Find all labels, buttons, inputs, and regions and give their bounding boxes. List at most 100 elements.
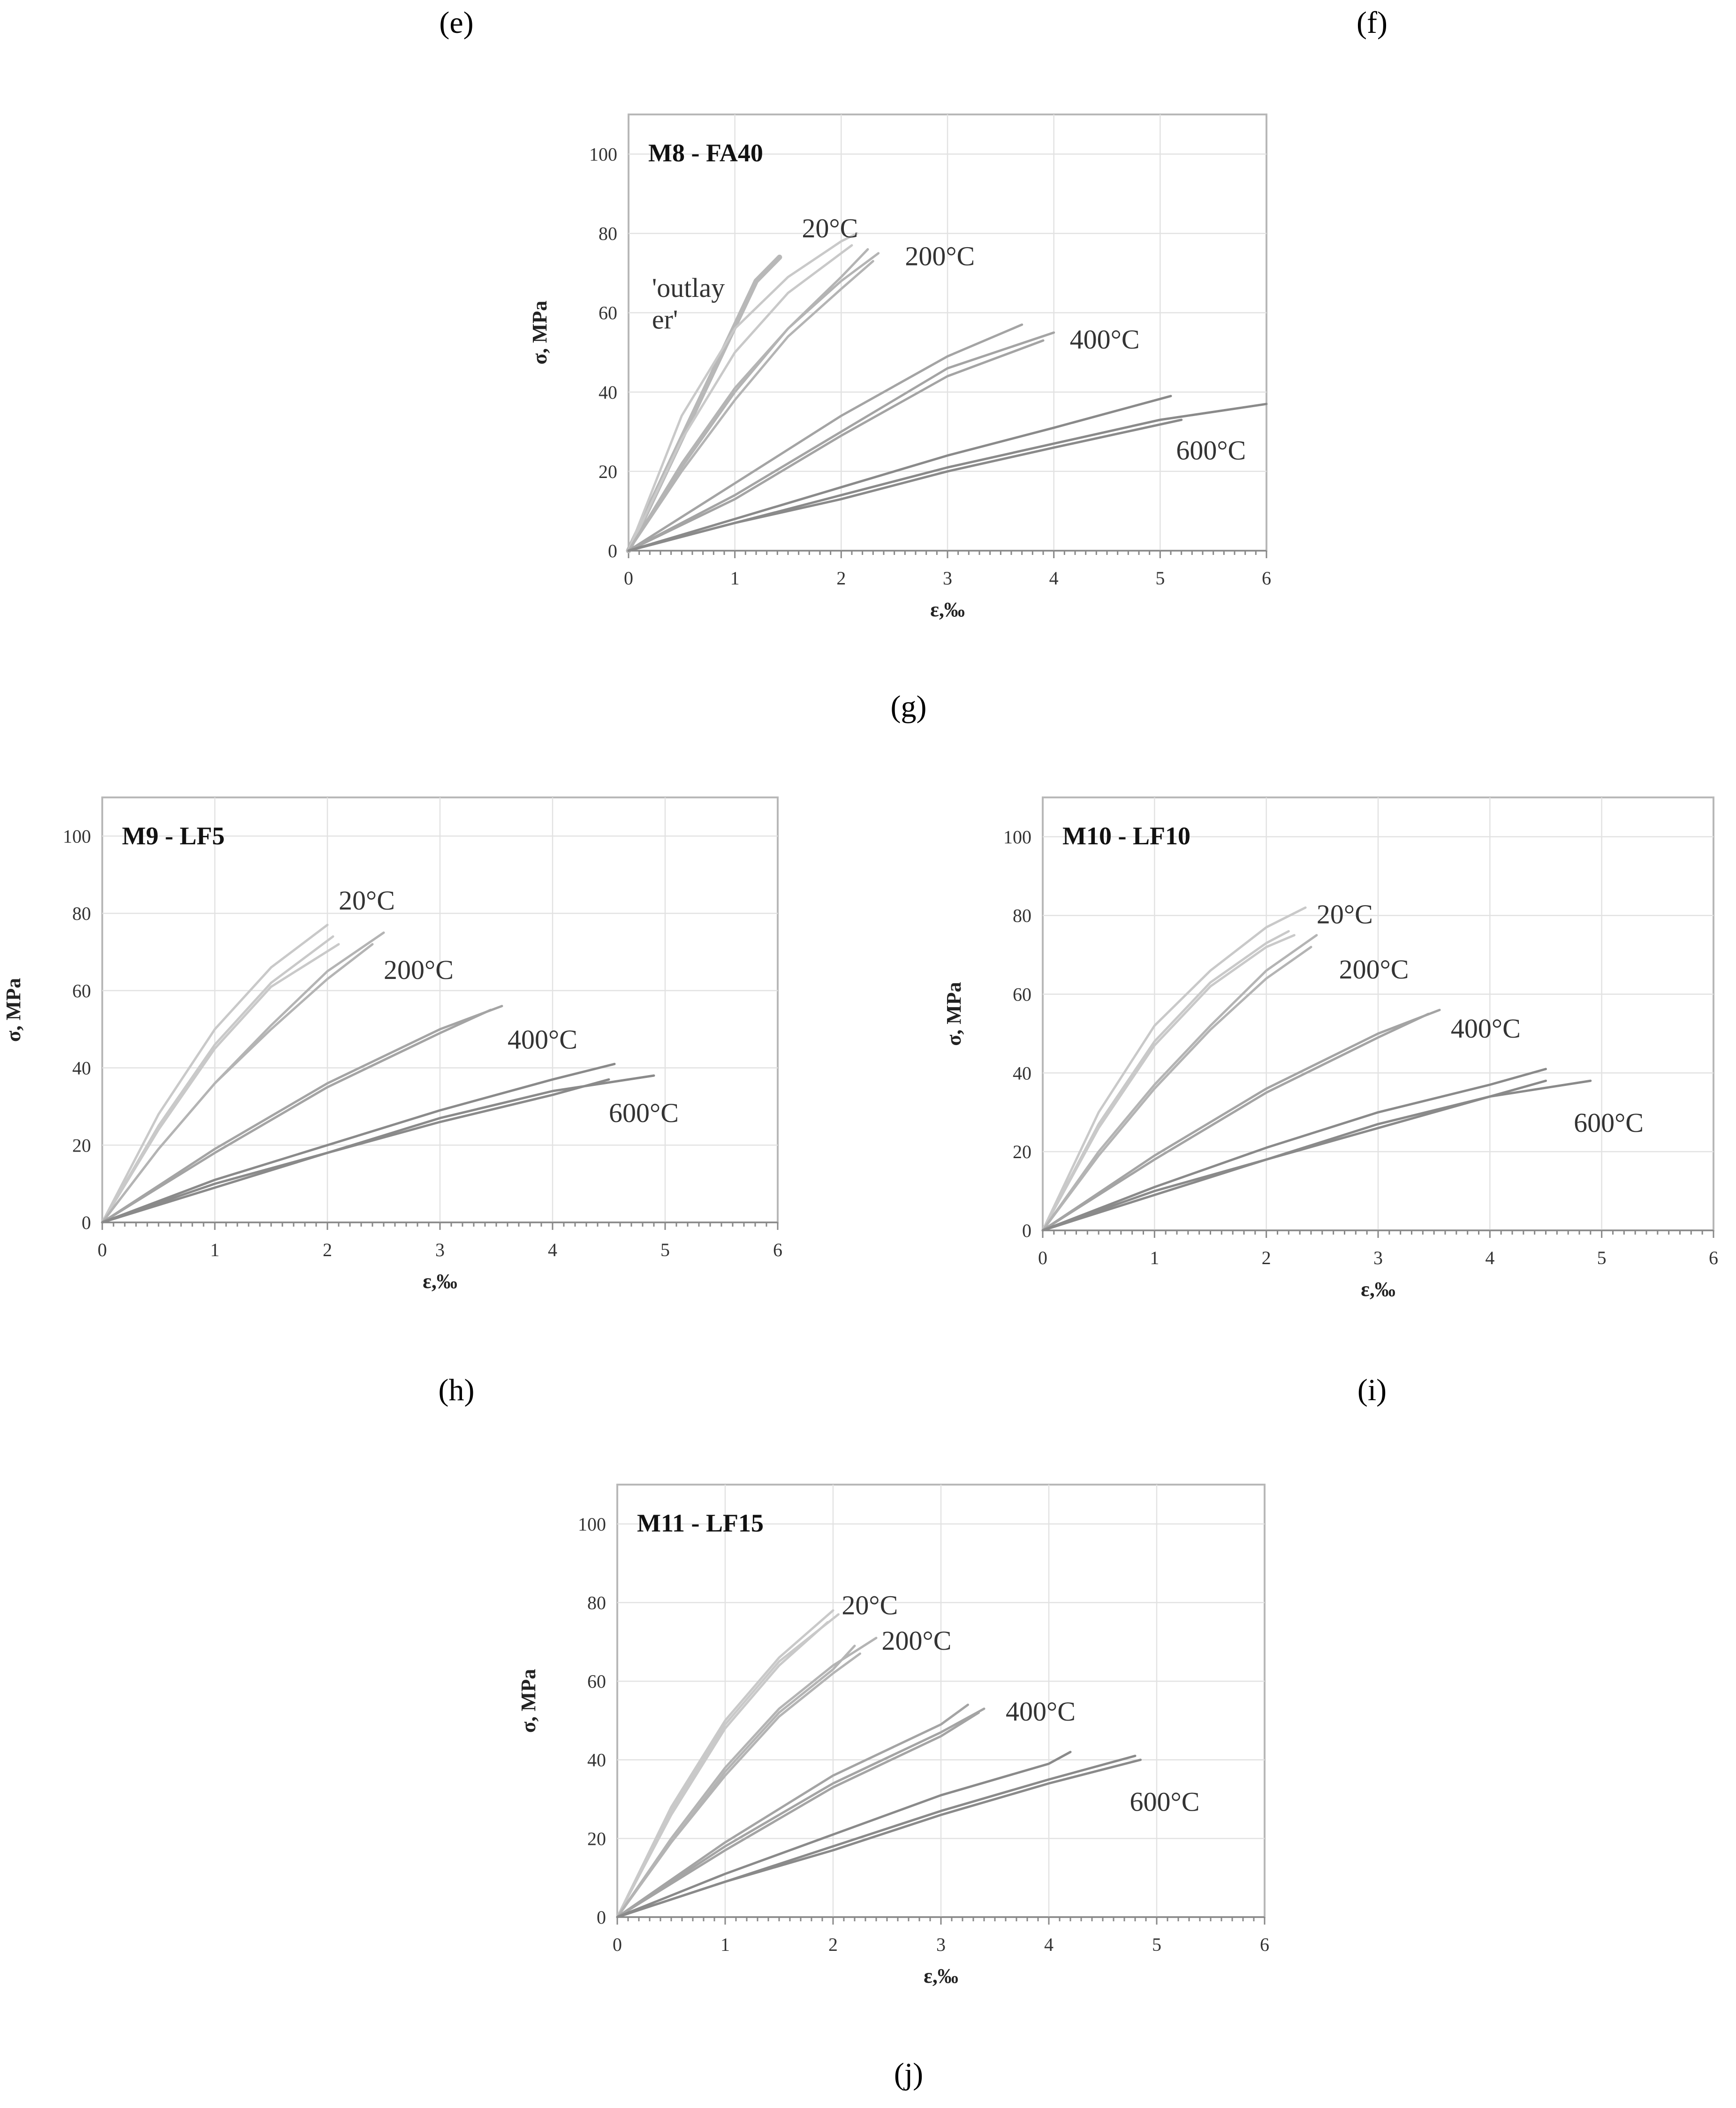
y-tick-label: 80 <box>599 223 617 244</box>
series-600-c-1 <box>627 394 1172 552</box>
x-tick-label: 6 <box>1709 1247 1718 1268</box>
x-tick-label: 2 <box>1262 1247 1271 1268</box>
chart-title: M10 - LF10 <box>1062 822 1190 850</box>
series-400-c-1 <box>616 1703 969 1918</box>
x-tick-label: 0 <box>613 1934 622 1955</box>
series-600-c-3 <box>627 418 1183 552</box>
series-400-c-3 <box>616 1711 980 1918</box>
series-400-c-2 <box>101 1009 492 1224</box>
x-tick-label: 6 <box>1260 1934 1269 1955</box>
annotation-label: 'outlay <box>652 273 725 303</box>
caption-i: (i) <box>1357 1373 1387 1407</box>
series-400-c-1 <box>627 323 1023 552</box>
y-tick-label: 20 <box>1013 1141 1031 1162</box>
x-axis-title: ε,‰ <box>423 1270 457 1293</box>
series-200-c-2 <box>627 260 874 552</box>
y-tick-label: 40 <box>587 1750 606 1771</box>
y-tick-label: 60 <box>587 1671 606 1692</box>
y-tick-label: 80 <box>1013 905 1031 926</box>
x-tick-label: 2 <box>828 1934 838 1955</box>
y-tick-label: 20 <box>72 1135 91 1156</box>
x-tick-label: 1 <box>720 1934 730 1955</box>
y-tick-label: 100 <box>578 1514 606 1535</box>
x-tick-label: 0 <box>1038 1247 1047 1268</box>
y-axis-title: σ, MPa <box>517 1669 540 1733</box>
x-tick-label: 0 <box>624 568 633 589</box>
series-400-c-1 <box>1041 1009 1441 1232</box>
series-200-c-2 <box>101 943 374 1224</box>
series-200-c-3 <box>616 1645 856 1918</box>
x-tick-label: 1 <box>210 1239 220 1260</box>
y-axis-title: σ, MPa <box>528 301 551 364</box>
series-400-c-3 <box>627 339 1045 552</box>
y-tick-label: 60 <box>72 980 91 1001</box>
annotation-label: 600°C <box>1130 1787 1200 1817</box>
x-tick-label: 3 <box>435 1239 445 1260</box>
series-20-c-2 <box>101 935 334 1224</box>
x-axis-title: ε,‰ <box>930 598 965 621</box>
x-tick-label: 3 <box>943 568 952 589</box>
x-tick-label: 5 <box>660 1239 670 1260</box>
x-tick-label: 4 <box>548 1239 557 1260</box>
series-20-c-3 <box>101 943 340 1224</box>
annotation-label: 400°C <box>508 1024 577 1054</box>
caption-g: (g) <box>891 690 927 724</box>
x-tick-label: 6 <box>773 1239 782 1260</box>
y-tick-label: 100 <box>589 144 617 165</box>
series-600-c-3 <box>101 1078 610 1224</box>
series-20-c-2 <box>616 1621 829 1918</box>
y-tick-label: 80 <box>587 1592 606 1613</box>
x-tick-label: 0 <box>98 1239 107 1260</box>
y-tick-label: 0 <box>608 540 617 561</box>
x-axis-title: ε,‰ <box>1361 1278 1395 1301</box>
annotation-label: 20°C <box>841 1590 898 1621</box>
annotation-label: 400°C <box>1070 324 1140 355</box>
annotation-label: 400°C <box>1451 1013 1521 1044</box>
series-20-c-1 <box>101 924 329 1224</box>
series-20-c-2 <box>1041 930 1290 1232</box>
annotation-label: 200°C <box>1339 954 1409 985</box>
x-tick-label: 5 <box>1152 1934 1161 1955</box>
x-tick-label: 3 <box>936 1934 946 1955</box>
x-tick-label: 6 <box>1262 568 1271 589</box>
x-tick-label: 2 <box>323 1239 332 1260</box>
series-20-c-1 <box>1041 906 1307 1232</box>
series-600-c-1 <box>1041 1068 1547 1232</box>
chart-title: M8 - FA40 <box>648 139 763 167</box>
series-600-c-3 <box>616 1759 1142 1918</box>
annotation-label: 20°C <box>802 213 858 243</box>
series-200-c-1 <box>627 252 880 552</box>
y-tick-label: 0 <box>1022 1220 1031 1241</box>
x-tick-label: 3 <box>1373 1247 1383 1268</box>
series-400-c-1 <box>101 1005 503 1224</box>
caption-e: (e) <box>439 6 473 40</box>
x-tick-label: 1 <box>730 568 740 589</box>
series-20-c-3 <box>616 1613 840 1918</box>
y-tick-label: 0 <box>597 1907 606 1928</box>
series-20-c-1 <box>627 232 858 552</box>
series-400-c-2 <box>616 1707 986 1918</box>
y-tick-label: 80 <box>72 903 91 924</box>
series-600-c-3 <box>1041 1079 1547 1232</box>
x-tick-label: 5 <box>1155 568 1165 589</box>
series-20-c-1 <box>616 1609 834 1918</box>
annotation-label: 200°C <box>384 955 454 985</box>
x-tick-label: 4 <box>1485 1247 1494 1268</box>
annotation-label: 200°C <box>905 241 975 271</box>
x-tick-label: 2 <box>836 568 846 589</box>
y-tick-label: 20 <box>587 1828 606 1849</box>
y-tick-label: 40 <box>72 1058 91 1079</box>
chart-title: M9 - LF5 <box>122 822 225 850</box>
series-200-c-3 <box>627 248 869 552</box>
x-tick-label: 4 <box>1044 1934 1054 1955</box>
y-tick-label: 100 <box>63 826 91 847</box>
series-200-c-2 <box>1041 946 1312 1232</box>
series-400-c-2 <box>627 331 1055 552</box>
series-20-c-3 <box>1041 934 1296 1232</box>
y-axis-title: σ, MPa <box>942 982 965 1046</box>
